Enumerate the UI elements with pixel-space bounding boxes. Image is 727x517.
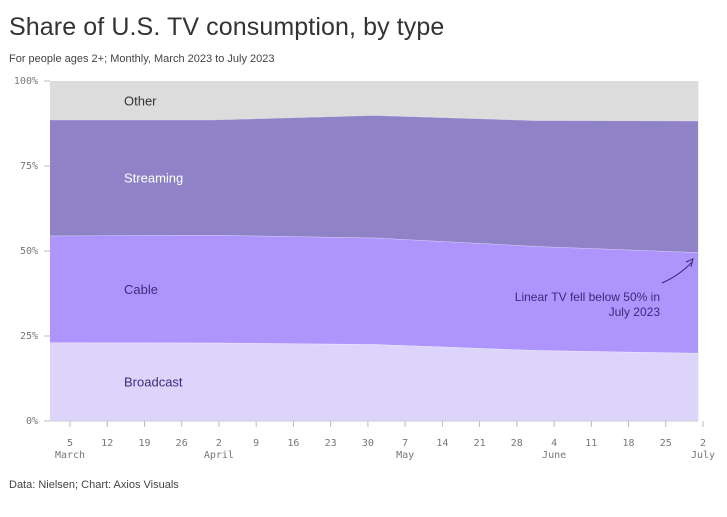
y-tick-label: 75%: [20, 161, 38, 172]
area-other: [50, 81, 698, 121]
stacked-areas: [49, 81, 699, 421]
x-tick-label: 23: [325, 438, 337, 449]
x-tick-label: 4: [551, 438, 557, 449]
x-tick-label: 11: [585, 438, 597, 449]
y-tick-label: 50%: [20, 246, 38, 257]
y-tick-label: 25%: [20, 331, 38, 342]
area-cable: [50, 235, 698, 353]
x-tick-label: 21: [474, 438, 486, 449]
x-tick-label: 9: [253, 438, 259, 449]
x-tick-label: 12: [101, 438, 113, 449]
x-tick-label: 7: [402, 438, 408, 449]
series-labels: Broadcast Cable Streaming Other: [124, 93, 183, 389]
x-month-label: March: [55, 450, 85, 461]
y-tick-label: 100%: [14, 76, 38, 87]
x-tick-label: 2: [700, 438, 706, 449]
x-month-label: June: [542, 450, 566, 461]
x-tick-label: 30: [362, 438, 374, 449]
area-streaming: [50, 115, 698, 253]
x-tick-label: 28: [511, 438, 523, 449]
area-broadcast: [50, 342, 698, 421]
x-tick-label: 14: [436, 438, 448, 449]
annotation-arrow: [661, 261, 693, 284]
annotation-text: Linear TV fell below 50% in: [515, 290, 660, 304]
x-tick-label: 16: [287, 438, 299, 449]
chart-title: Share of U.S. TV consumption, by type: [9, 13, 445, 41]
x-tick-label: 25: [660, 438, 672, 449]
series-label-cable: Cable: [124, 282, 158, 297]
source-note: Data: Nielsen; Chart: Axios Visuals: [9, 479, 179, 491]
chart-subtitle: For people ages 2+; Monthly, March 2023 …: [9, 53, 275, 65]
x-month-label: July: [691, 450, 715, 461]
series-label-other: Other: [124, 93, 157, 108]
y-tick-label: 0%: [26, 416, 38, 427]
series-label-broadcast: Broadcast: [124, 375, 183, 390]
x-tick-label: 18: [622, 438, 634, 449]
x-tick-label: 26: [176, 438, 188, 449]
y-axis: 0% 25% 50% 75% 100%: [14, 76, 50, 427]
x-tick-label: 2: [216, 438, 222, 449]
x-tick-label: 19: [138, 438, 150, 449]
series-label-streaming: Streaming: [124, 171, 183, 186]
annotation-text: July 2023: [609, 305, 661, 319]
annotation-arrowhead: [685, 258, 694, 268]
x-month-label: May: [396, 450, 414, 461]
x-month-label: April: [204, 450, 234, 461]
x-tick-label: 5: [67, 438, 73, 449]
